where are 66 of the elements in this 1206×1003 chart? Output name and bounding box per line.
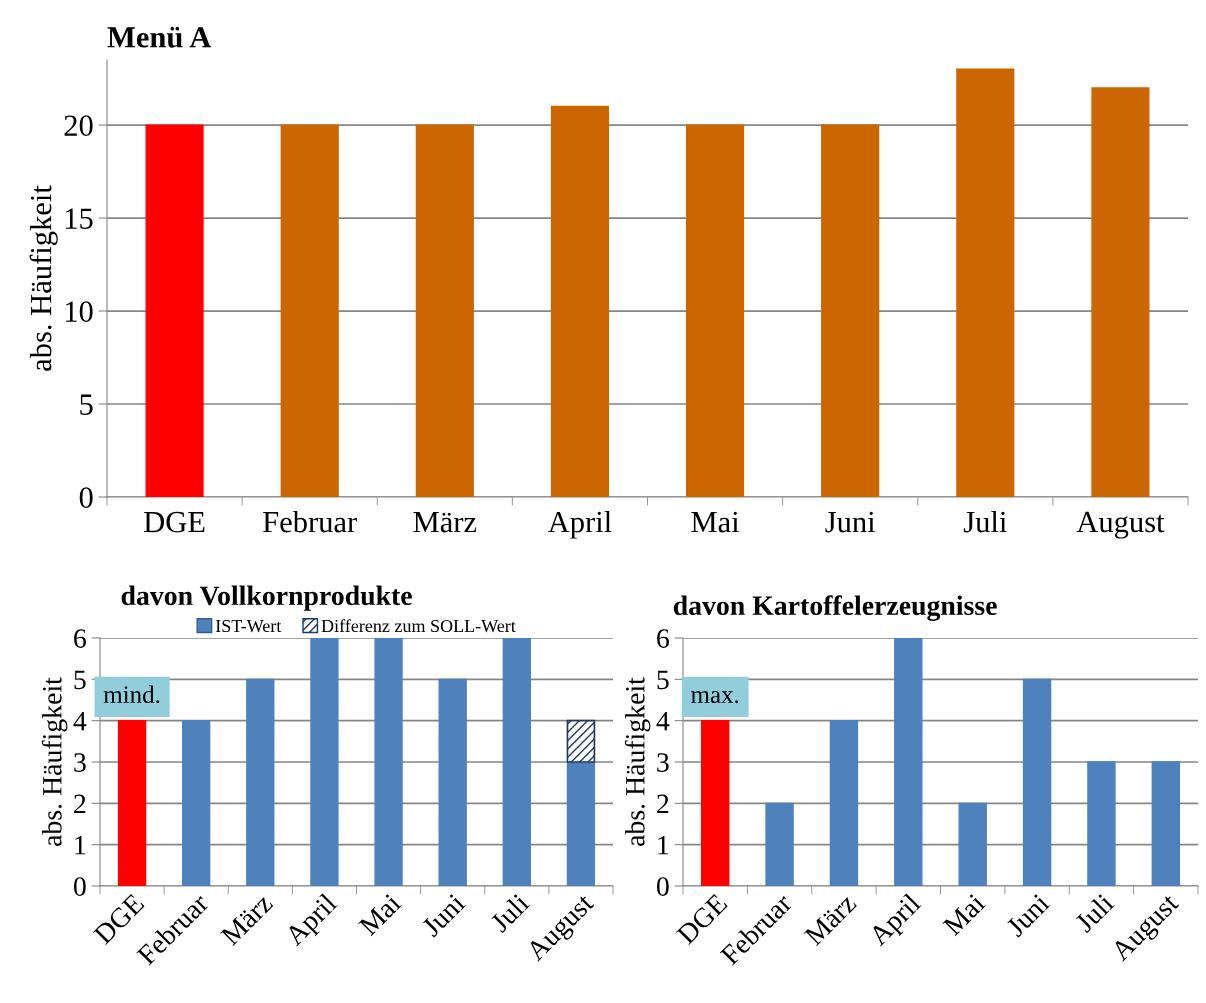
x-tick-label: Februar — [263, 510, 357, 533]
y-tick-label: 4 — [73, 712, 87, 731]
y-tick-label: 10 — [65, 301, 93, 322]
bar — [1091, 87, 1150, 497]
y-tick-label: 3 — [74, 753, 86, 772]
x-tick-label: März — [413, 512, 477, 533]
y-tick-label: 4 — [656, 712, 670, 731]
bar — [1151, 761, 1181, 886]
annotation: mind. — [103, 685, 160, 704]
bar — [566, 761, 596, 886]
bar — [280, 124, 339, 497]
chart-title: Menü A — [107, 26, 212, 48]
bar — [956, 68, 1015, 497]
bar — [310, 638, 339, 886]
y-axis-title: abs. Häufigkeit — [41, 677, 68, 846]
annotation: max. — [691, 691, 739, 704]
y-tick-label: 0 — [79, 487, 93, 508]
y-tick-label: 15 — [65, 208, 93, 229]
bar — [374, 638, 403, 886]
bar — [145, 124, 204, 497]
y-tick-label: 0 — [656, 877, 669, 896]
y-tick-label: 6 — [657, 629, 669, 648]
bar — [829, 719, 859, 886]
bar — [821, 124, 880, 497]
x-tick-label: Juli — [488, 891, 531, 934]
bar — [1022, 678, 1052, 886]
bar — [438, 678, 467, 886]
bar — [894, 638, 923, 886]
y-tick-label: 5 — [80, 394, 93, 415]
y-tick-label: 2 — [657, 794, 669, 813]
x-tick-label: DGE — [144, 511, 205, 533]
y-tick-label: 1 — [658, 835, 669, 855]
x-tick-label: August — [1076, 511, 1165, 539]
y-tick-label: 3 — [657, 753, 669, 772]
bar — [502, 638, 531, 886]
x-tick-label: Juni — [420, 892, 467, 938]
y-tick-label: 0 — [73, 877, 86, 896]
bar — [958, 802, 987, 886]
y-tick-label: 6 — [74, 629, 86, 648]
x-tick-label: Juli — [963, 510, 1007, 533]
bar — [246, 678, 275, 886]
bar — [685, 124, 745, 497]
chart-title: davon Kartoffelerzeugnisse — [673, 595, 997, 621]
x-tick-label: Juni — [1005, 892, 1051, 938]
y-tick-label: 20 — [64, 115, 93, 136]
bar — [566, 719, 596, 763]
x-tick-label: Mai — [942, 892, 987, 937]
x-tick-label: Juli — [1073, 891, 1115, 934]
y-axis-title: abs. Häufigkeit — [29, 185, 58, 371]
bar — [182, 719, 211, 886]
y-tick-label: 5 — [74, 670, 86, 690]
bar — [1087, 761, 1116, 886]
x-tick-label: Mai — [691, 511, 740, 533]
x-tick-label: Juni — [825, 511, 876, 533]
chart-title: davon Vollkornprodukte — [121, 585, 412, 611]
y-tick-label: 1 — [75, 835, 86, 855]
y-tick-label: 2 — [74, 794, 86, 813]
y-axis-title: abs. Häufigkeit — [624, 677, 651, 846]
y-tick-label: 5 — [657, 670, 669, 690]
legend-label: Differenz zum SOLL-Wert — [321, 619, 516, 633]
bar — [415, 124, 474, 497]
bar — [550, 105, 610, 497]
legend-label: IST-Wert — [215, 619, 282, 633]
x-tick-label: Mai — [358, 892, 403, 937]
x-tick-label: April — [547, 510, 612, 539]
bar — [765, 802, 794, 886]
